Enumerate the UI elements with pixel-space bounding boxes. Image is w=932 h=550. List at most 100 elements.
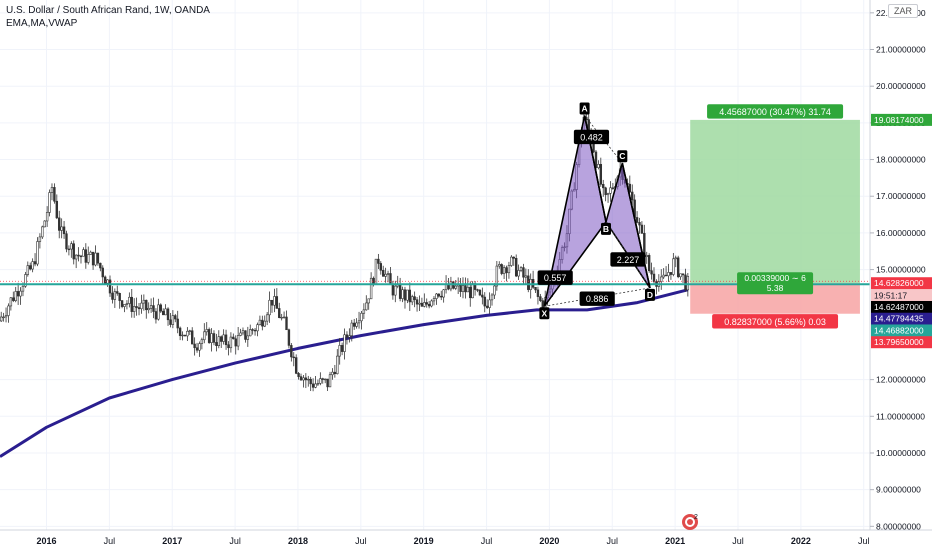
candle-body	[55, 200, 59, 219]
y-tick-label: 21.00000000	[876, 45, 926, 55]
candle-body	[220, 336, 223, 342]
candle-body	[336, 355, 339, 375]
pattern-point-a[interactable]: A	[579, 102, 590, 115]
candle-body	[249, 329, 252, 337]
candle-body	[287, 329, 291, 346]
candle-body	[60, 226, 63, 231]
candle-body	[116, 291, 119, 294]
x-tick-label: 2021	[665, 536, 685, 546]
candle-body	[12, 297, 15, 301]
candle-body	[45, 212, 49, 222]
symbol-title[interactable]: U.S. Dollar / South African Rand, 1W, OA…	[6, 5, 210, 16]
candle-body	[229, 336, 233, 349]
candle-body	[31, 261, 34, 270]
ratio-xb-bg	[537, 270, 573, 285]
candle-body	[488, 299, 491, 308]
candle-body	[118, 293, 121, 301]
candle-body	[285, 316, 288, 331]
price-label: 14.46882000	[871, 324, 932, 337]
candle-body	[669, 272, 673, 275]
candle-body	[539, 296, 542, 301]
harmonic-pattern[interactable]: X A B C D 0.557 0.482 2.227 0.886	[537, 102, 655, 320]
profit-zone[interactable]	[690, 119, 860, 284]
candle-body	[53, 187, 56, 202]
candle-body	[437, 293, 441, 297]
candle-body	[302, 377, 305, 381]
candle-body	[24, 274, 27, 287]
candle-body	[140, 302, 143, 310]
candle-body	[67, 248, 71, 251]
candle-body	[268, 299, 271, 316]
candle-body	[411, 296, 414, 303]
horizontal-line-layer[interactable]	[0, 280, 870, 286]
candle-body	[48, 192, 51, 213]
candle-body	[244, 330, 247, 340]
price-label: 14.62826000	[871, 277, 932, 290]
pattern-point-d[interactable]: D	[644, 288, 655, 301]
candle-body	[169, 319, 172, 325]
candle-body	[152, 305, 155, 312]
candle-body	[135, 306, 138, 308]
time-axis[interactable]: 2016 Jul 2017 Jul 2018 Jul 2019 Jul 2020 Jul 2021 J…	[0, 529, 932, 546]
currency-badge[interactable]: ZAR	[888, 4, 918, 18]
x-tick-label: Jul	[355, 536, 367, 546]
candle-body	[418, 302, 421, 305]
candle-body	[386, 273, 390, 275]
candle-body	[36, 241, 39, 265]
candle-body	[273, 296, 276, 306]
tradingview-logo[interactable]: 2	[682, 514, 698, 530]
candle-body	[413, 296, 416, 301]
candle-body	[125, 303, 129, 305]
candle-body	[186, 330, 189, 337]
price-label-text: 14.62826000	[874, 278, 924, 288]
pattern-point-x[interactable]: X	[539, 307, 550, 320]
y-tick-label: 9.00000000	[876, 485, 921, 495]
candle-body	[108, 279, 112, 294]
candle-body	[234, 338, 237, 347]
candle-body	[123, 304, 126, 307]
candle-body	[331, 371, 334, 376]
price-label-text: 19:51:17	[874, 290, 907, 300]
candle-body	[120, 300, 124, 307]
indicator-list[interactable]: EMA,MA,VWAP	[6, 18, 78, 29]
loss-label: 0.82837000 (5.66%) 0.03	[712, 314, 839, 329]
y-tick-label: 20.00000000	[876, 81, 926, 91]
candle-body	[667, 272, 670, 277]
candle-body	[527, 275, 530, 290]
pattern-point-b[interactable]: B	[600, 222, 611, 235]
candle-body	[323, 378, 327, 381]
ratio-ac: 0.482	[573, 129, 610, 145]
x-tick-label: Jul	[229, 536, 241, 546]
price-axis[interactable]: 22.0000000021.0000000020.0000000019.0000…	[869, 0, 926, 531]
pattern-point-label: X	[542, 308, 548, 318]
candle-body	[91, 251, 95, 266]
candle-body	[524, 275, 528, 278]
candle-body	[638, 222, 641, 226]
candle-body	[38, 236, 42, 242]
candle-body	[483, 296, 486, 307]
candle-body	[195, 347, 199, 351]
candle-body	[498, 264, 501, 267]
candle-body	[297, 373, 300, 377]
candle-body	[423, 302, 426, 307]
x-tick-label: 2017	[162, 536, 182, 546]
pattern-point-c[interactable]: C	[617, 150, 628, 163]
candle-body	[319, 378, 322, 384]
candle-body	[425, 302, 428, 305]
candle-body	[679, 273, 682, 278]
candle-body	[33, 261, 37, 265]
position-center-line-1: 0.00339000 ∼ 6	[744, 273, 806, 283]
candle-body	[79, 255, 83, 258]
candle-body	[183, 334, 187, 337]
candle-body	[326, 378, 329, 388]
candle-body	[103, 276, 107, 284]
candle-body	[340, 345, 344, 352]
candle-body	[62, 226, 66, 235]
candle-body	[348, 335, 351, 338]
candle-body	[137, 307, 141, 310]
candle-body	[307, 378, 310, 381]
x-tick-label: Jul	[858, 536, 870, 546]
position-zones[interactable]	[690, 119, 860, 314]
profit-label-bg	[707, 104, 844, 119]
